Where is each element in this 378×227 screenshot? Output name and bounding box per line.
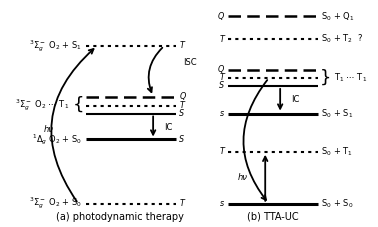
Text: s: s: [220, 199, 224, 208]
Text: T: T: [219, 73, 224, 82]
Text: T: T: [179, 101, 184, 110]
Text: T: T: [179, 41, 184, 50]
Text: Q: Q: [218, 12, 224, 21]
Text: S: S: [219, 81, 224, 91]
Text: {: {: [73, 96, 84, 114]
Text: $^3\Sigma_g^-$ O$_2$ + S$_1$: $^3\Sigma_g^-$ O$_2$ + S$_1$: [29, 38, 82, 54]
Text: $^3\Sigma_g^-$ O$_2$ + S$_0$: $^3\Sigma_g^-$ O$_2$ + S$_0$: [29, 196, 82, 212]
Text: T$_1$ $\cdots$ T$_1$: T$_1$ $\cdots$ T$_1$: [334, 72, 367, 84]
Text: S$_0$ + S$_1$: S$_0$ + S$_1$: [321, 107, 353, 120]
Text: T: T: [179, 199, 184, 208]
Text: T: T: [219, 147, 224, 156]
Text: Q: Q: [179, 92, 186, 101]
Text: (b) TTA-UC: (b) TTA-UC: [247, 212, 299, 222]
Text: S$_0$ + T$_2$  ?: S$_0$ + T$_2$ ?: [321, 33, 363, 45]
Text: S: S: [179, 135, 184, 144]
Text: s: s: [220, 109, 224, 118]
Text: (a) photodynamic therapy: (a) photodynamic therapy: [56, 212, 183, 222]
Text: Q: Q: [218, 65, 224, 74]
Text: $^1\Delta_g$ O$_2$ + S$_0$: $^1\Delta_g$ O$_2$ + S$_0$: [32, 132, 82, 147]
Text: S$_0$ + Q$_1$: S$_0$ + Q$_1$: [321, 10, 355, 23]
Text: IC: IC: [164, 123, 173, 131]
Text: hν: hν: [43, 125, 53, 134]
Text: }: }: [319, 69, 331, 87]
Text: S$_0$ + S$_0$: S$_0$ + S$_0$: [321, 197, 354, 210]
Text: T: T: [219, 35, 224, 44]
Text: S: S: [179, 109, 184, 118]
Text: IC: IC: [291, 95, 300, 104]
Text: S$_0$ + T$_1$: S$_0$ + T$_1$: [321, 146, 353, 158]
Text: ISC: ISC: [183, 58, 197, 67]
Text: $^3\Sigma_g^-$ O$_2$ $\cdots$ T$_1$: $^3\Sigma_g^-$ O$_2$ $\cdots$ T$_1$: [15, 97, 69, 113]
Text: hν: hν: [238, 173, 248, 182]
